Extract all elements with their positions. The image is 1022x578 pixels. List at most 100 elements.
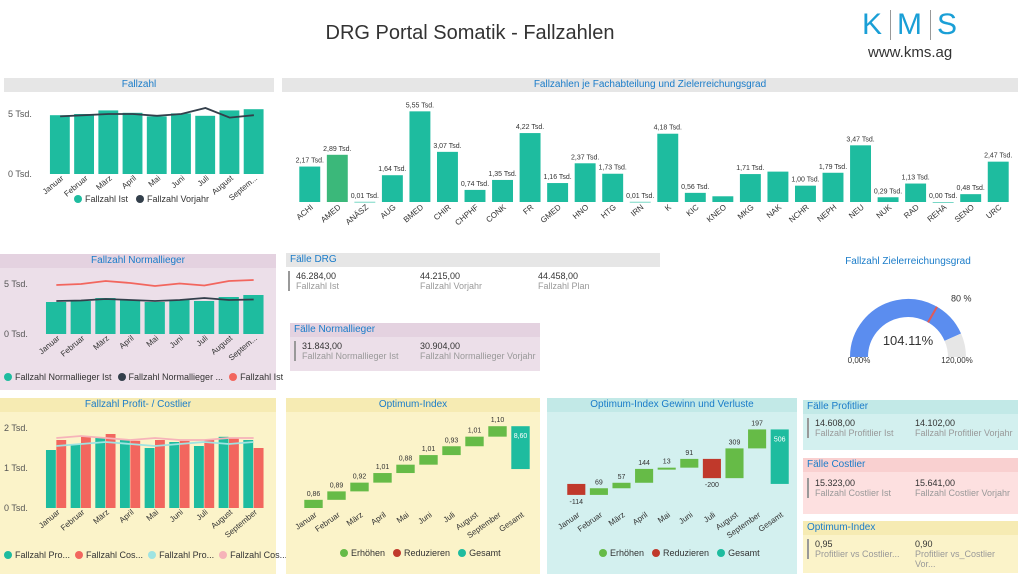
- bar: [547, 183, 569, 202]
- y-tick-label: 0 Tsd.: [8, 169, 32, 179]
- logo-url: www.kms.ag: [868, 44, 953, 61]
- x-tick-label: Juni: [169, 174, 186, 190]
- x-tick-label: Mai: [145, 507, 161, 522]
- fachabteilung-chart[interactable]: 2,17 Tsd. ACHI 2,89 Tsd. AMED 0,01 Tsd. ANÄSZ…: [282, 94, 1018, 250]
- bar: [169, 299, 190, 334]
- bar: [56, 440, 67, 508]
- x-tick-label: März: [94, 174, 113, 192]
- gauge-target-marker: [927, 306, 938, 323]
- x-tick-label: Februar: [576, 510, 604, 534]
- x-tick-label: Juli: [195, 334, 210, 349]
- gauge-fill-arc: [850, 299, 962, 358]
- waterfall-bar: [350, 482, 369, 492]
- bar: [794, 185, 816, 202]
- legend-costlier-vj[interactable]: Fallzahl Cos...: [219, 550, 287, 560]
- bar: [712, 196, 734, 202]
- x-tick-label: Mai: [147, 173, 163, 188]
- x-tick-label: HTG: [599, 203, 618, 221]
- data-label: 0,92: [353, 474, 367, 481]
- x-tick-label: MKG: [736, 203, 756, 222]
- faelle-costlier-kpi-2: 15.641,00 Fallzahl Costlier Vorjahr: [915, 478, 1011, 498]
- optimum-index-card: Optimum-Index 0,95 Profitlier vs Costlie…: [803, 521, 1018, 573]
- x-tick-label: Mai: [395, 510, 411, 525]
- bar: [629, 201, 651, 203]
- x-tick-label: März: [92, 508, 111, 526]
- x-tick-label: ANÄSZ: [344, 203, 370, 227]
- data-label: 4,22 Tsd.: [516, 124, 544, 131]
- x-tick-label: REHA: [926, 202, 949, 224]
- waterfall-bar: [589, 488, 608, 495]
- optimum-index-kpi-1: 0,95 Profitlier vs Costlier...: [807, 539, 900, 559]
- x-tick-label: Mai: [656, 510, 672, 525]
- legend-reduzieren[interactable]: Reduzieren: [393, 548, 450, 558]
- x-tick-label: Juni: [677, 510, 694, 526]
- bar: [602, 173, 624, 202]
- optimum-gv-panel: Optimum-Index Gewinn und Verluste -114 Ja…: [547, 398, 797, 574]
- data-label: 0,74 Tsd.: [461, 181, 489, 188]
- data-label: 3,47 Tsd.: [846, 136, 874, 143]
- bar: [119, 440, 130, 508]
- x-tick-label: NCHR: [787, 202, 811, 224]
- legend-gv-erhoehen[interactable]: Erhöhen: [599, 548, 644, 558]
- bar: [932, 202, 954, 203]
- bar: [130, 440, 141, 508]
- x-tick-label: Januar: [41, 173, 66, 196]
- x-tick-label: Juni: [168, 334, 185, 350]
- legend-fallzahl-ist[interactable]: Fallzahl Ist: [74, 194, 128, 204]
- bar: [122, 112, 143, 174]
- x-tick-label: BMED: [402, 203, 426, 225]
- legend-fallzahl-vorjahr[interactable]: Fallzahl Vorjahr: [136, 194, 209, 204]
- waterfall-bar: [304, 499, 323, 508]
- series-line: [56, 279, 254, 287]
- bar: [95, 438, 106, 508]
- waterfall-bar: [373, 473, 392, 483]
- legend-gesamt[interactable]: Gesamt: [458, 548, 501, 558]
- optimum-index-title: Optimum-Index: [286, 398, 540, 412]
- bar: [326, 154, 348, 202]
- data-label: 57: [618, 474, 626, 481]
- optimum-index-chart[interactable]: 0,86Januar0,89Februar0,92März1,01April0,…: [286, 412, 540, 554]
- data-label: 8,60: [514, 433, 528, 440]
- x-tick-label: ACHI: [295, 203, 315, 222]
- bar: [354, 201, 376, 203]
- legend-gv-gesamt[interactable]: Gesamt: [717, 548, 760, 558]
- legend-profitlier-ist[interactable]: Fallzahl Pro...: [4, 550, 70, 560]
- legend-costlier-ist[interactable]: Fallzahl Cos...: [75, 550, 143, 560]
- optimum-legend: Erhöhen Reduzieren Gesamt: [340, 548, 501, 558]
- faelle-profitlier-card: Fälle Profitlier 14.608,00 Fallzahl Prof…: [803, 400, 1018, 450]
- bar: [987, 161, 1009, 202]
- zielerreichungsgrad-gauge[interactable]: 80 % 104.11% 0,00% 120,00%: [798, 269, 1018, 367]
- legend-erhoehen[interactable]: Erhöhen: [340, 548, 385, 558]
- legend-normallieger-ist[interactable]: Fallzahl Normallieger Ist: [4, 372, 112, 382]
- legend-gv-reduzieren[interactable]: Reduzieren: [652, 548, 709, 558]
- optimum-gv-legend: Erhöhen Reduzieren Gesamt: [599, 548, 760, 558]
- data-label: 0,01 Tsd.: [626, 193, 654, 200]
- x-tick-label: Februar: [314, 510, 342, 534]
- x-tick-label: Juli: [702, 510, 717, 524]
- legend-normallieger-vorjahr[interactable]: Fallzahl Normallieger ...: [117, 372, 223, 382]
- bar: [218, 436, 229, 508]
- x-tick-label: NEU: [847, 202, 866, 220]
- data-label: 0,89: [330, 482, 344, 489]
- x-tick-label: CONK: [484, 202, 508, 224]
- logo-letter-k: K: [862, 8, 885, 41]
- x-tick-label: RAD: [902, 202, 921, 220]
- faelle-drg-title: Fälle DRG: [286, 253, 660, 267]
- bar: [70, 444, 81, 508]
- logo-letter-m: M: [897, 8, 925, 41]
- data-label: 1,01: [422, 446, 436, 453]
- waterfall-bar: [680, 458, 699, 468]
- data-label: 309: [729, 439, 741, 446]
- data-label: 1,71 Tsd.: [736, 165, 764, 172]
- x-tick-label: Februar: [59, 507, 87, 532]
- legend-fallzahl-ist-2[interactable]: Fallzahl Ist: [229, 372, 283, 382]
- bar: [70, 301, 91, 334]
- optimum-index-kpi-2: 0,90 Profitlier vs_Costlier Vor...: [915, 539, 996, 569]
- x-tick-label: März: [345, 510, 365, 528]
- x-tick-label: Mai: [145, 333, 161, 348]
- optimum-gv-chart[interactable]: -114Januar69Februar57März144April13Mai91…: [547, 412, 797, 554]
- legend-profitlier-vj[interactable]: Fallzahl Pro...: [148, 550, 214, 560]
